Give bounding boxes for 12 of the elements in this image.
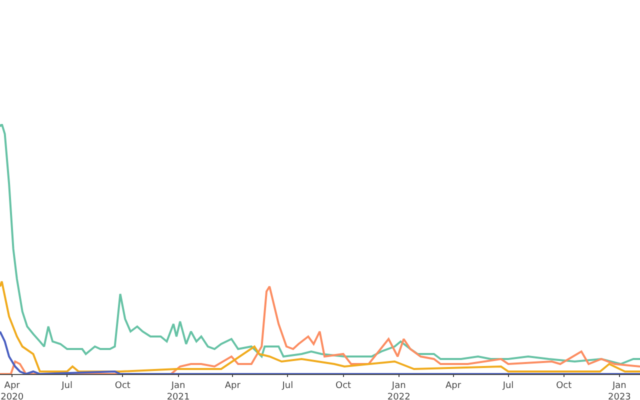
- x-tick-label: Apr: [445, 380, 462, 391]
- x-tick-label: Apr 2020: [0, 380, 24, 400]
- x-tick-label: Jul: [60, 380, 73, 391]
- x-tick-label: Oct: [114, 380, 131, 391]
- x-tick-label: Jan 2023: [608, 380, 631, 400]
- x-tick-label: Oct: [556, 380, 572, 391]
- x-tick-label: Jan 2022: [387, 380, 410, 400]
- x-tick-label: Jul: [281, 380, 294, 391]
- x-tick-label: Apr: [224, 380, 241, 391]
- x-tick-label: Jan 2021: [166, 380, 190, 400]
- x-tick-label: Oct: [335, 380, 352, 391]
- x-tick-label: Jul: [502, 380, 514, 391]
